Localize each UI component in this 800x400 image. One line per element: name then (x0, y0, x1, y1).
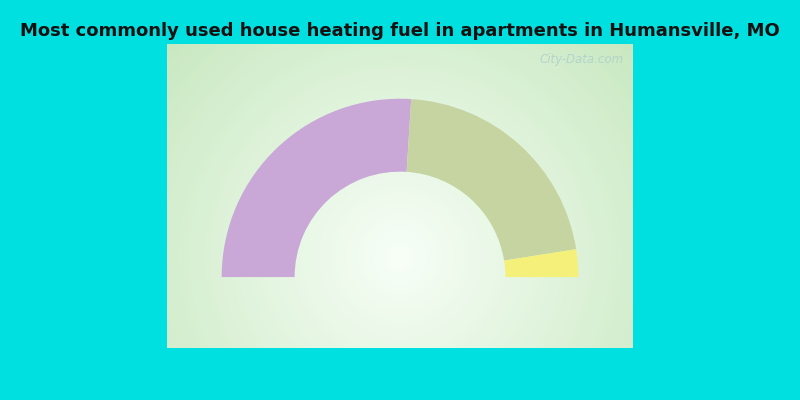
Circle shape (276, 132, 524, 381)
Circle shape (92, 0, 708, 400)
Circle shape (200, 57, 600, 400)
Circle shape (81, 0, 719, 400)
Circle shape (249, 106, 551, 400)
Circle shape (76, 0, 724, 400)
Circle shape (206, 62, 594, 400)
Wedge shape (504, 249, 578, 277)
Circle shape (190, 46, 610, 400)
Circle shape (157, 14, 643, 400)
Circle shape (114, 0, 686, 400)
Circle shape (243, 100, 557, 400)
Circle shape (216, 73, 584, 400)
Circle shape (184, 41, 616, 400)
Circle shape (302, 160, 498, 354)
Circle shape (351, 208, 449, 306)
Circle shape (151, 8, 649, 400)
Circle shape (357, 214, 443, 300)
Circle shape (341, 197, 459, 316)
Circle shape (178, 35, 622, 400)
Circle shape (373, 230, 427, 284)
Text: City-Data.com: City-Data.com (540, 53, 624, 66)
Circle shape (168, 24, 632, 400)
Circle shape (130, 0, 670, 400)
Circle shape (86, 0, 714, 400)
Circle shape (281, 138, 519, 376)
Circle shape (362, 219, 438, 295)
Circle shape (319, 176, 481, 338)
Circle shape (238, 95, 562, 400)
Circle shape (102, 0, 698, 400)
Circle shape (227, 84, 573, 400)
Circle shape (384, 240, 416, 273)
Text: Most commonly used house heating fuel in apartments in Humansville, MO: Most commonly used house heating fuel in… (20, 22, 780, 40)
Circle shape (308, 165, 492, 349)
Circle shape (346, 203, 454, 311)
Circle shape (233, 89, 567, 400)
Circle shape (394, 251, 406, 262)
Circle shape (254, 111, 546, 400)
Circle shape (124, 0, 676, 400)
Circle shape (222, 78, 578, 400)
Circle shape (335, 192, 465, 322)
Circle shape (211, 68, 589, 400)
Circle shape (135, 0, 665, 400)
Circle shape (141, 0, 659, 400)
Circle shape (378, 235, 422, 278)
Circle shape (330, 186, 470, 327)
Circle shape (194, 52, 606, 400)
Circle shape (265, 122, 535, 392)
Circle shape (173, 30, 627, 400)
Wedge shape (406, 99, 576, 260)
Circle shape (146, 3, 654, 400)
Circle shape (389, 246, 411, 268)
Circle shape (286, 143, 514, 370)
Circle shape (314, 170, 486, 343)
Circle shape (298, 154, 502, 360)
Circle shape (98, 0, 702, 400)
Circle shape (259, 116, 541, 397)
Circle shape (367, 224, 433, 289)
Circle shape (162, 19, 638, 400)
Circle shape (324, 181, 476, 332)
Circle shape (270, 127, 530, 386)
Circle shape (119, 0, 681, 400)
Circle shape (108, 0, 692, 400)
Circle shape (292, 149, 508, 365)
Wedge shape (222, 99, 411, 277)
